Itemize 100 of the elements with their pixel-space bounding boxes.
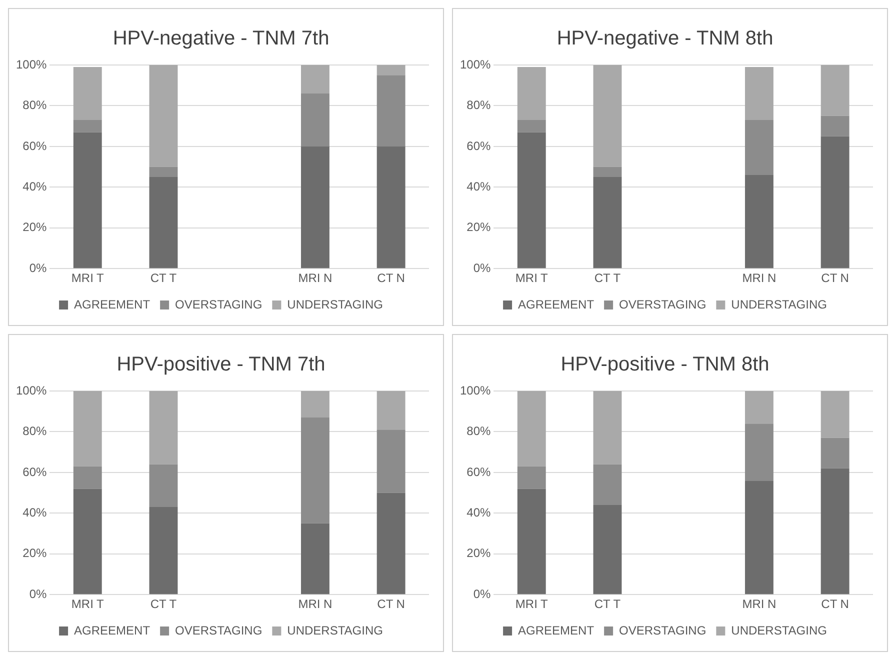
bar <box>300 146 330 268</box>
bar <box>593 176 622 268</box>
chart-title: HPV-negative - TNM 8th <box>556 28 774 50</box>
bar <box>744 67 774 120</box>
y-tick-label: 60% <box>466 464 492 479</box>
x-tick-label: MRI T <box>71 271 105 286</box>
bar <box>376 430 406 493</box>
x-tick-label: CT T <box>594 271 622 286</box>
bar <box>149 166 178 177</box>
legend-label: UNDERSTAGING <box>731 297 827 312</box>
legend-label: OVERSTAGING <box>619 623 706 638</box>
bar <box>820 65 850 116</box>
bar <box>517 466 546 489</box>
x-tick-label: CT T <box>150 271 178 286</box>
y-tick-label: 100% <box>460 57 492 72</box>
y-tick-label: 20% <box>466 546 492 560</box>
bar <box>149 464 178 508</box>
y-tick-label: 100% <box>16 57 48 72</box>
y-tick-label: 0% <box>29 586 48 601</box>
bar <box>517 120 546 132</box>
bar <box>300 65 330 94</box>
y-tick-label: 60% <box>22 138 48 153</box>
x-tick-label: CT N <box>821 597 849 612</box>
x-tick-label: CT T <box>150 597 178 612</box>
bar <box>517 67 546 120</box>
y-tick-label: 0% <box>473 260 492 275</box>
x-tick-label: MRI N <box>298 271 332 286</box>
y-tick-label: 100% <box>16 383 48 398</box>
bar <box>517 488 546 594</box>
bar <box>376 391 406 430</box>
y-tick-label: 40% <box>466 505 492 520</box>
bar <box>517 391 546 466</box>
x-tick-label: CT N <box>377 597 405 612</box>
bar <box>820 468 850 594</box>
x-tick-label: CT N <box>821 271 849 286</box>
bar <box>593 464 622 506</box>
legend-label: UNDERSTAGING <box>731 623 827 638</box>
y-tick-label: 80% <box>22 98 48 112</box>
bar <box>744 120 774 175</box>
bar <box>820 116 850 136</box>
bar <box>820 136 850 268</box>
bar <box>73 120 102 132</box>
y-tick-label: 80% <box>22 424 48 438</box>
chart-title: HPV-positive - TNM 8th <box>560 354 770 376</box>
y-tick-label: 60% <box>466 138 492 153</box>
chart-title: HPV-negative - TNM 7th <box>112 28 330 50</box>
x-tick-label: MRI N <box>742 271 776 286</box>
legend-label: AGREEMENT <box>518 297 595 312</box>
bar <box>73 67 102 120</box>
x-tick-label: CT N <box>377 271 405 286</box>
bar <box>300 523 330 594</box>
legend-label: OVERSTAGING <box>619 297 706 312</box>
x-tick-label: MRI N <box>742 597 776 612</box>
bar <box>593 391 622 464</box>
bar <box>300 391 330 418</box>
bar <box>73 488 102 594</box>
bar <box>149 65 178 167</box>
y-tick-label: 100% <box>460 383 492 398</box>
legend-label: OVERSTAGING <box>175 297 262 312</box>
bar <box>820 391 850 438</box>
bar <box>376 146 406 268</box>
bar <box>300 94 330 146</box>
y-tick-label: 20% <box>466 220 492 234</box>
bar <box>744 174 774 268</box>
bar <box>744 424 774 481</box>
bar <box>517 132 546 268</box>
x-tick-label: MRI T <box>515 597 549 612</box>
legend-label: UNDERSTAGING <box>287 297 383 312</box>
legend-label: UNDERSTAGING <box>287 623 383 638</box>
x-tick-label: MRI N <box>298 597 332 612</box>
bar <box>149 507 178 594</box>
bar <box>376 492 406 594</box>
y-tick-label: 40% <box>466 179 492 194</box>
bar <box>376 75 406 146</box>
bar <box>149 391 178 464</box>
y-tick-label: 40% <box>22 179 48 194</box>
bar <box>744 391 774 424</box>
bar <box>593 166 622 177</box>
bar <box>73 391 102 466</box>
legend-label: OVERSTAGING <box>175 623 262 638</box>
bar <box>73 132 102 268</box>
chart-title: HPV-positive - TNM 7th <box>116 354 326 376</box>
bar <box>376 65 406 76</box>
y-tick-label: 0% <box>29 260 48 275</box>
bar <box>300 417 330 524</box>
legend-label: AGREEMENT <box>74 623 151 638</box>
bar <box>73 466 102 489</box>
y-tick-label: 0% <box>473 586 492 601</box>
y-tick-label: 60% <box>22 464 48 479</box>
bar <box>593 65 622 167</box>
y-tick-label: 20% <box>22 220 48 234</box>
y-tick-label: 40% <box>22 505 48 520</box>
y-tick-label: 80% <box>466 424 492 438</box>
legend-label: AGREEMENT <box>518 623 595 638</box>
x-tick-label: MRI T <box>71 597 105 612</box>
bar <box>593 505 622 594</box>
y-tick-label: 80% <box>466 98 492 112</box>
x-tick-label: MRI T <box>515 271 549 286</box>
bar <box>820 438 850 468</box>
legend-label: AGREEMENT <box>74 297 151 312</box>
